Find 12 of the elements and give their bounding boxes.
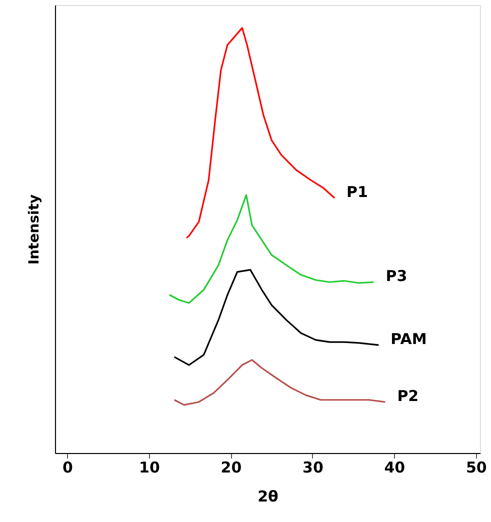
series-label: P3 bbox=[386, 267, 408, 286]
x-tick-label: 0 bbox=[62, 458, 73, 476]
x-tick-label: 40 bbox=[384, 458, 406, 476]
series-label: P2 bbox=[397, 386, 419, 405]
y-axis-title: Intensity bbox=[26, 194, 42, 265]
series-label: PAM bbox=[390, 330, 427, 348]
x-tick-label: 20 bbox=[220, 458, 242, 476]
x-tick-label: 10 bbox=[139, 458, 160, 476]
x-tick-label: 50 bbox=[466, 458, 487, 476]
series-label: P1 bbox=[346, 182, 368, 201]
x-axis-title: 2θ bbox=[258, 488, 278, 506]
x-tick-label: 30 bbox=[302, 458, 324, 476]
